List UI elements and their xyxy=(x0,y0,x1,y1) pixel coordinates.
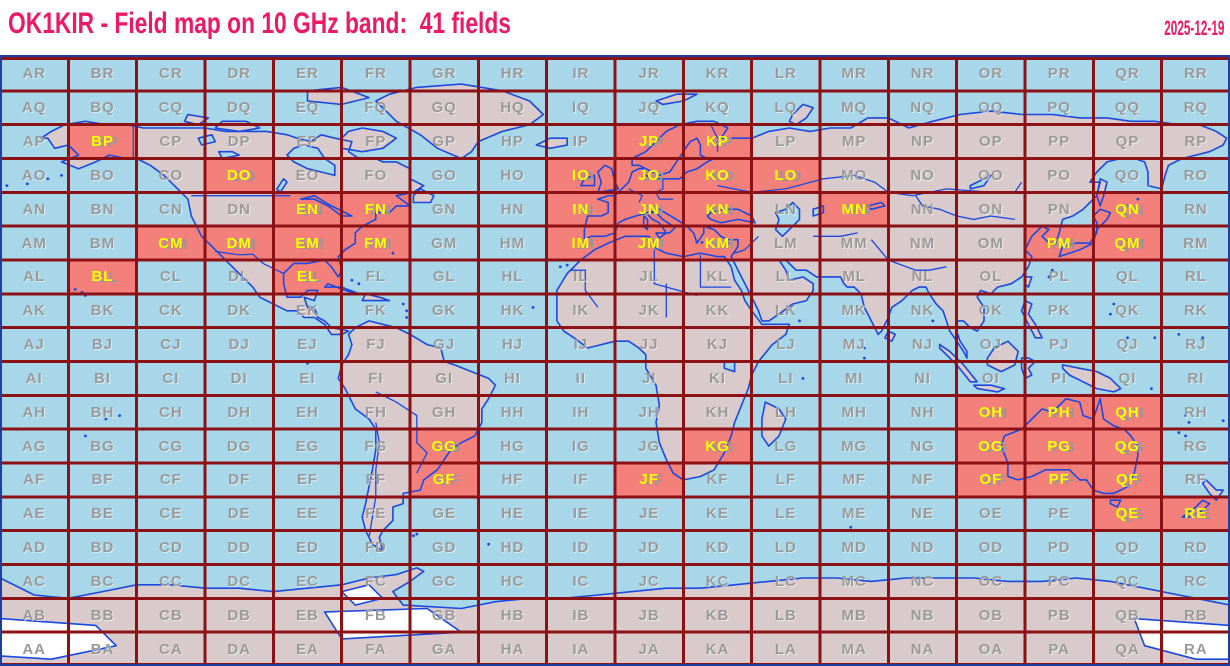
date-label: 2025-12-19 xyxy=(1163,17,1224,40)
worked-fields-layer xyxy=(68,124,1230,531)
page-title: OK1KIR - Field map on 10 GHz band: 41 fi… xyxy=(8,7,511,40)
map-frame-top xyxy=(0,55,1230,57)
map-frame-bottom xyxy=(0,664,1230,666)
world-field-map: AR BR CR DR ER FR GR HR IR JR KR LR MR NR OR PR QR RR AQ BQ… xyxy=(0,57,1230,666)
grid-lines-layer xyxy=(0,57,1230,666)
header: OK1KIR - Field map on 10 GHz band: 41 fi… xyxy=(0,0,1230,55)
map-frame-left xyxy=(0,55,2,666)
map-frame-right xyxy=(1228,55,1230,666)
world-map-svg xyxy=(0,57,1230,666)
